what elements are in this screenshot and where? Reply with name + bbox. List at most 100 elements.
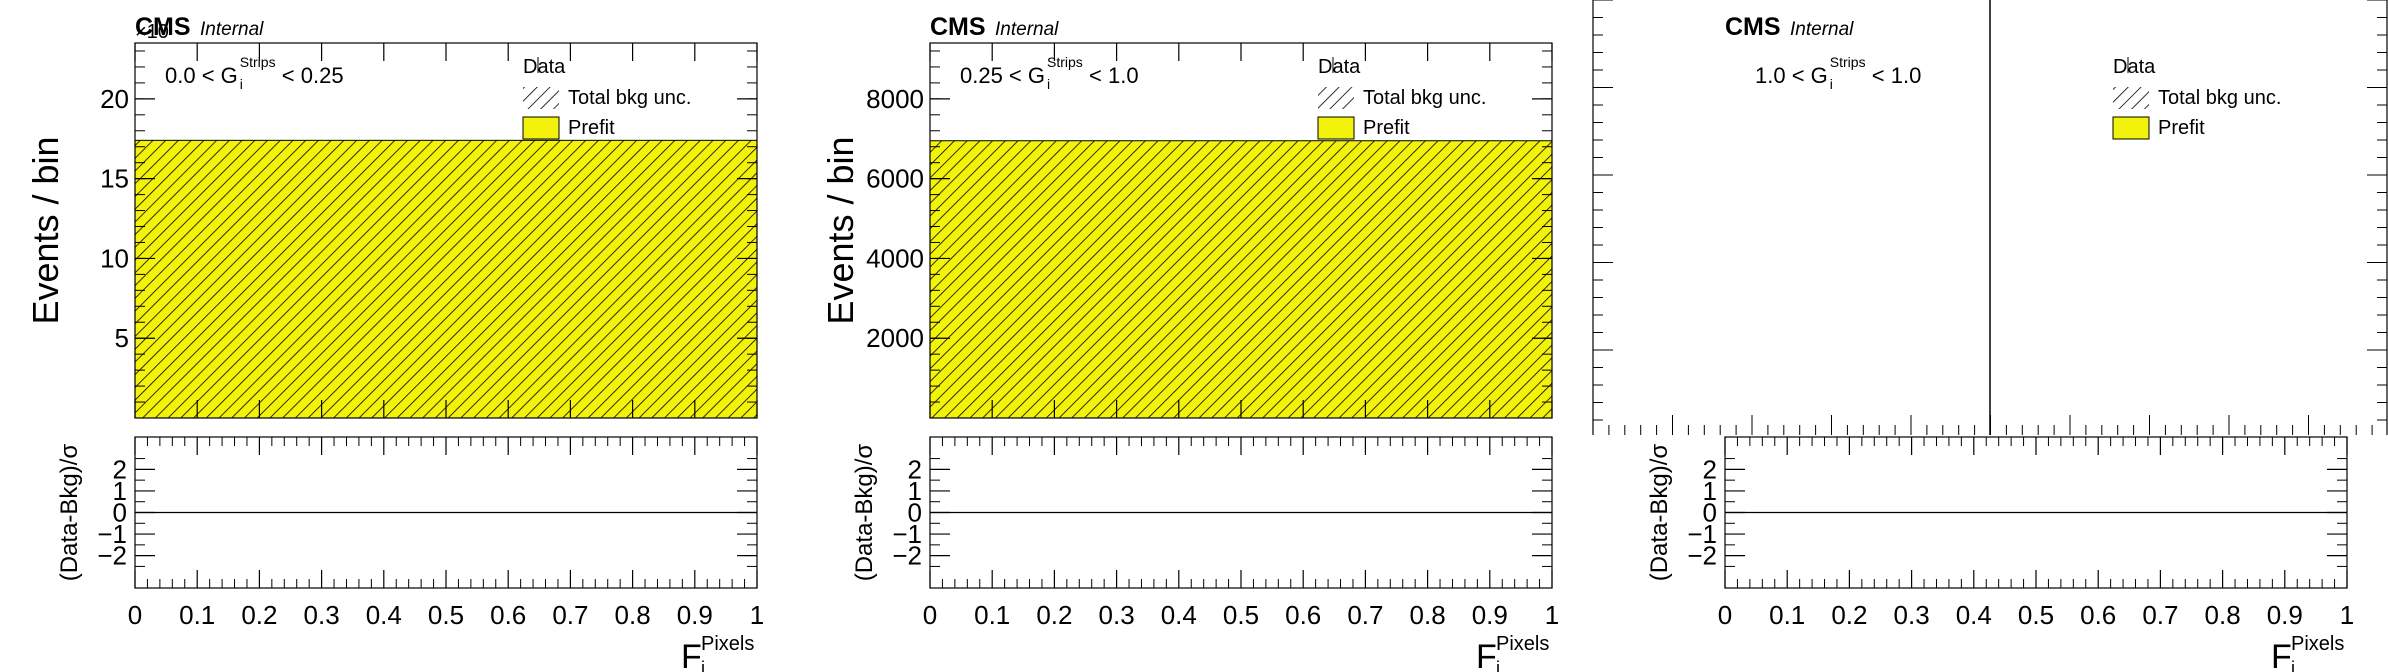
- xtick-label: 0: [1718, 600, 1732, 630]
- xtick-label: 0.1: [179, 600, 215, 630]
- axis-exponent: ×10: [135, 21, 169, 43]
- xtick-label: 0.3: [1099, 600, 1135, 630]
- legend-prefit-swatch: [2112, 116, 2150, 140]
- xtick-label: 0.1: [974, 600, 1010, 630]
- cms-label: CMS: [930, 13, 986, 41]
- ratio-ytick-label: 2: [113, 454, 127, 484]
- region-label-prefix: 0.0 < G: [165, 63, 238, 88]
- xtick-label: 0.5: [2018, 600, 2054, 630]
- x-axis-title: F: [1476, 638, 1497, 672]
- ytick-label: 20: [100, 84, 129, 114]
- ratio-ytick-label: 0: [113, 498, 127, 528]
- xtick-label: 0.9: [2267, 600, 2303, 630]
- legend-unc-label: Total bkg unc.: [568, 87, 691, 109]
- xtick-label: 0.6: [490, 600, 526, 630]
- x-axis-title-sup: Pixels: [2291, 633, 2344, 655]
- xtick-label: 0.8: [1410, 600, 1446, 630]
- ytick-label: 10: [100, 243, 129, 273]
- ratio-ytick-label: −1: [1687, 519, 1717, 549]
- xtick-label: 0.4: [1956, 600, 1992, 630]
- legend-prefit-swatch: [522, 116, 560, 140]
- y-axis-title: Events / bin: [820, 136, 861, 324]
- region-label-sup: Strips: [1830, 54, 1866, 70]
- xtick-label: 0.5: [1223, 600, 1259, 630]
- ytick-label: 15: [100, 164, 129, 194]
- x-axis-title-sub: i: [701, 658, 705, 672]
- ratio-y-axis-title: (Data-Bkg)/σ: [1646, 444, 1673, 582]
- legend-unc-swatch: [523, 87, 559, 109]
- xtick-label: 0.4: [366, 600, 402, 630]
- xtick-label: 0.6: [2080, 600, 2116, 630]
- x-axis-title-sub: i: [1496, 658, 1500, 672]
- ratio-y-axis-title: (Data-Bkg)/σ: [56, 444, 83, 582]
- xtick-label: 0.5: [428, 600, 464, 630]
- ratio-ytick-label: −2: [892, 541, 922, 571]
- cms-sublabel: Internal: [995, 19, 1059, 40]
- cms-label: CMS: [1725, 13, 1781, 41]
- cms-sublabel: Internal: [200, 19, 264, 40]
- ytick-label: 5: [115, 323, 129, 353]
- xtick-label: 0: [128, 600, 142, 630]
- xtick-label: 0.4: [1161, 600, 1197, 630]
- legend-prefit-label: Prefit: [1363, 117, 1410, 139]
- legend-prefit-label: Prefit: [568, 117, 615, 139]
- x-axis-title-sub: i: [2291, 658, 2295, 672]
- ratio-ytick-label: −2: [1687, 541, 1717, 571]
- region-label-sup: Strips: [1047, 54, 1083, 70]
- ratio-ytick-label: 0: [1703, 498, 1717, 528]
- ratio-ytick-label: 1: [1703, 476, 1717, 506]
- ytick-label: 8000: [866, 84, 924, 114]
- legend-data-label: Data: [523, 56, 566, 78]
- xtick-label: 0.7: [1347, 600, 1383, 630]
- xtick-label: 0.2: [1831, 600, 1867, 630]
- cms-sublabel: Internal: [1790, 19, 1854, 40]
- xtick-label: 0.6: [1285, 600, 1321, 630]
- region-label-suffix: < 0.25: [282, 63, 344, 88]
- ratio-ytick-label: 2: [908, 454, 922, 484]
- ratio-ytick-label: −1: [892, 519, 922, 549]
- xtick-label: 0.7: [2142, 600, 2178, 630]
- xtick-label: 0.8: [615, 600, 651, 630]
- xtick-label: 0.2: [241, 600, 277, 630]
- xtick-label: 0.9: [1472, 600, 1508, 630]
- ratio-ytick-label: −1: [97, 519, 127, 549]
- ratio-ytick-label: 1: [113, 476, 127, 506]
- bkg-unc-band: [135, 140, 757, 418]
- legend-unc-swatch: [2113, 87, 2149, 109]
- ratio-y-axis-title: (Data-Bkg)/σ: [851, 444, 878, 582]
- xtick-label: 1: [2340, 600, 2354, 630]
- xtick-label: 0.3: [304, 600, 340, 630]
- ytick-label: 2000: [866, 323, 924, 353]
- legend-prefit-label: Prefit: [2158, 117, 2205, 139]
- ratio-ytick-label: 2: [1703, 454, 1717, 484]
- ratio-ytick-label: 0: [908, 498, 922, 528]
- xtick-label: 0.8: [2205, 600, 2241, 630]
- ytick-label: 4000: [866, 243, 924, 273]
- xtick-label: 0.1: [1769, 600, 1805, 630]
- legend-prefit-swatch: [1317, 116, 1355, 140]
- y-axis-title: Events / bin: [25, 136, 66, 324]
- legend-unc-label: Total bkg unc.: [2158, 87, 2281, 109]
- region-label-prefix: 1.0 < G: [1755, 63, 1828, 88]
- ytick-label: 6000: [866, 164, 924, 194]
- region-label-sub: i: [1830, 76, 1833, 92]
- region-label-sub: i: [1047, 76, 1050, 92]
- legend-data-label: Data: [2113, 56, 2156, 78]
- region-label-sup: Strips: [240, 54, 276, 70]
- region-label-suffix: < 1.0: [1872, 63, 1922, 88]
- legend-unc-swatch: [1318, 87, 1354, 109]
- bkg-unc-band: [930, 140, 1552, 418]
- xtick-label: 1: [1545, 600, 1559, 630]
- xtick-label: 0.3: [1894, 600, 1930, 630]
- region-label-sub: i: [240, 76, 243, 92]
- x-axis-title-sup: Pixels: [1496, 633, 1549, 655]
- legend-data-label: Data: [1318, 56, 1361, 78]
- xtick-label: 1: [750, 600, 764, 630]
- x-axis-title: F: [2271, 638, 2292, 672]
- cms-label: CMS: [135, 13, 191, 41]
- x-axis-title-sup: Pixels: [701, 633, 754, 655]
